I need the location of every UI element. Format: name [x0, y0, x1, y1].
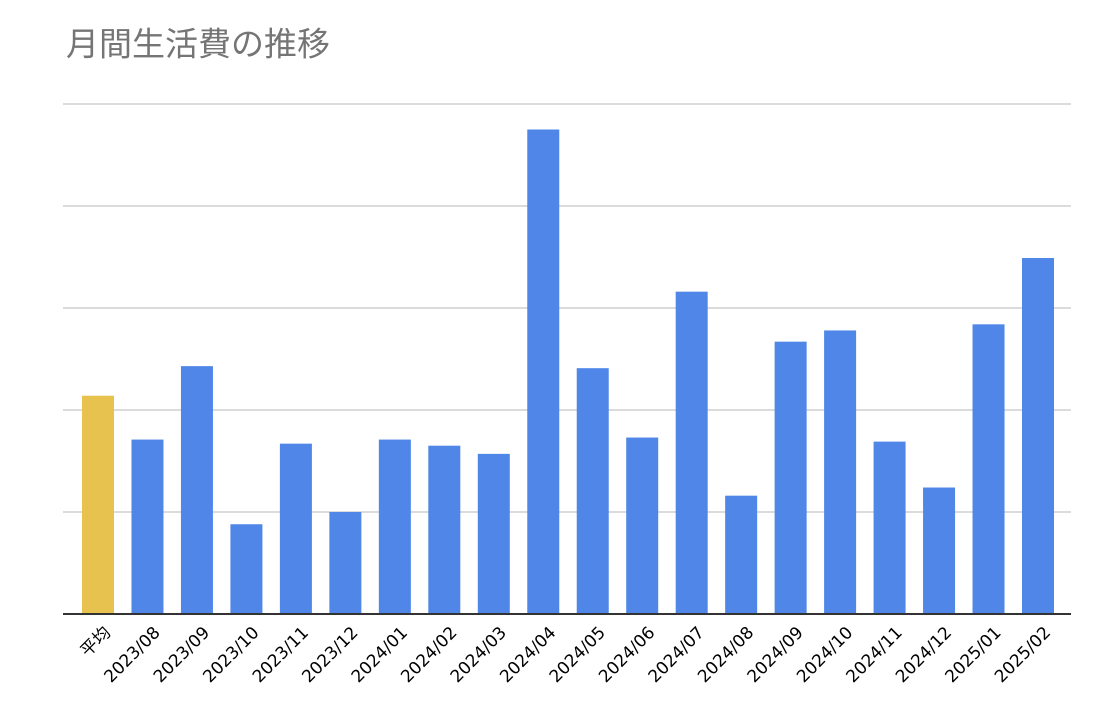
bar — [675, 291, 708, 614]
chart-title: 月間生活費の推移 — [66, 25, 330, 64]
bar — [527, 129, 560, 614]
bar — [873, 441, 906, 614]
bar — [725, 495, 758, 614]
bar — [626, 437, 659, 614]
bar — [1022, 258, 1054, 614]
bar — [477, 453, 510, 614]
bar — [428, 445, 461, 614]
bar — [923, 487, 956, 614]
bar — [180, 366, 213, 614]
bar — [279, 443, 312, 614]
bar — [82, 395, 114, 614]
bar — [824, 330, 857, 614]
bar — [230, 524, 263, 614]
bar — [329, 512, 362, 614]
bar — [972, 324, 1005, 614]
x-tick-label: 平均 — [77, 623, 115, 661]
bar — [774, 341, 807, 614]
bar — [131, 439, 164, 614]
bar — [576, 368, 609, 614]
bar — [378, 439, 411, 614]
